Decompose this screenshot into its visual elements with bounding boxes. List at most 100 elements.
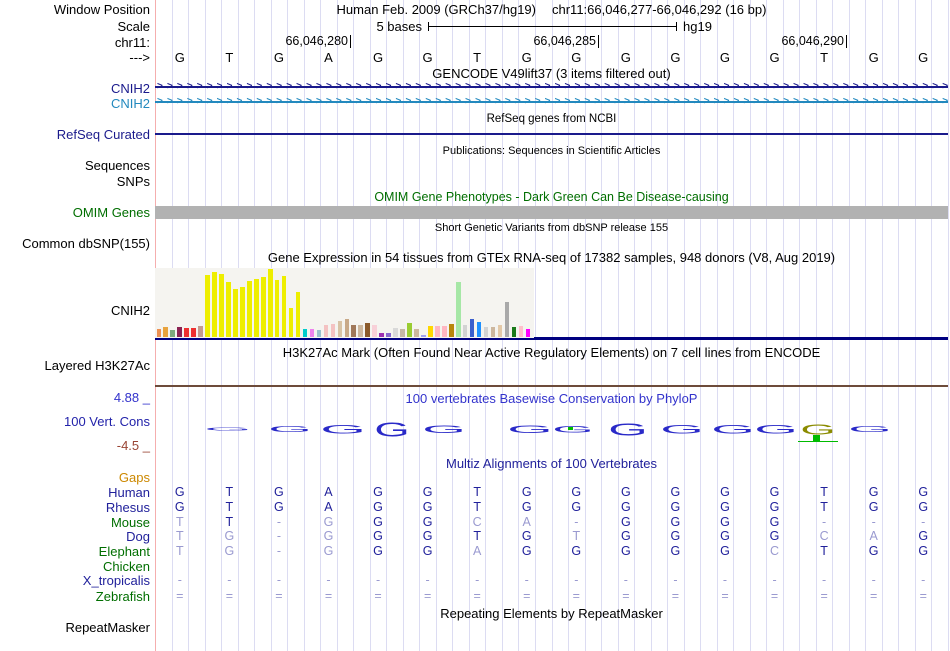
gene-row-cnih2[interactable]: >>>>>>>>>>>>>>>>>>>>>>>>>>>>>>>>>>>>>>>>… bbox=[155, 81, 948, 93]
species-label-dog[interactable]: Dog bbox=[126, 529, 150, 544]
gridline bbox=[667, 0, 669, 651]
alignment-base: G bbox=[918, 500, 929, 514]
species-label-rhesus[interactable]: Rhesus bbox=[105, 500, 150, 515]
alignment-base: T bbox=[820, 485, 828, 499]
gridline bbox=[948, 0, 949, 651]
sequence-base: G bbox=[372, 50, 384, 65]
alignment-base: - bbox=[326, 573, 331, 587]
gridline bbox=[700, 0, 702, 651]
assembly-title: Human Feb. 2009 (GRCh37/hg19) bbox=[336, 2, 536, 17]
alignment-base: G bbox=[224, 544, 235, 558]
species-label-elephant[interactable]: Elephant bbox=[98, 544, 150, 559]
scale-tick-left bbox=[428, 22, 429, 31]
gridline bbox=[749, 0, 751, 651]
alignment-base: G bbox=[670, 485, 681, 499]
track-label-gencode-cnih2-1[interactable]: CNIH2 bbox=[110, 81, 150, 96]
alignment-base: G bbox=[620, 515, 631, 529]
gridline bbox=[716, 0, 718, 651]
species-label-chicken[interactable]: Chicken bbox=[103, 559, 150, 574]
alignment-base: = bbox=[721, 589, 729, 603]
h3k27ac-baseline bbox=[155, 385, 948, 387]
species-label-human[interactable]: Human bbox=[108, 485, 150, 500]
alignment-base: = bbox=[671, 589, 680, 603]
alignment-base: T bbox=[175, 544, 184, 558]
gridline bbox=[815, 0, 817, 651]
gtex-bar bbox=[233, 289, 238, 337]
alignment-base: G bbox=[720, 485, 730, 499]
track-label-layered-h3k27ac[interactable]: Layered H3K27Ac bbox=[44, 358, 150, 373]
track-label-omim-genes[interactable]: OMIM Genes bbox=[72, 205, 150, 220]
gridline bbox=[799, 0, 801, 651]
alignment-base: G bbox=[323, 515, 334, 529]
track-label-gencode-cnih2-2[interactable]: CNIH2 bbox=[110, 96, 150, 111]
track-label-refseq-curated[interactable]: RefSeq Curated bbox=[56, 127, 150, 142]
sequence-base: G bbox=[769, 50, 780, 65]
gtex-bar bbox=[504, 302, 510, 337]
alignment-base: G bbox=[422, 544, 433, 558]
position-range: chr11:66,046,277-66,046,292 (16 bp) bbox=[552, 2, 767, 17]
alignment-base: T bbox=[820, 500, 828, 514]
track-label-strand[interactable]: ---> bbox=[129, 50, 150, 65]
conservation-negative-mark bbox=[813, 435, 820, 441]
species-label-x_tropicalis[interactable]: X_tropicalis bbox=[82, 573, 150, 588]
gene-row-cnih2[interactable]: >>>>>>>>>>>>>>>>>>>>>>>>>>>>>>>>>>>>>>>>… bbox=[155, 96, 948, 108]
alignment-base: - bbox=[276, 573, 281, 587]
gtex-bar bbox=[177, 327, 182, 337]
gridline bbox=[733, 0, 735, 651]
gene-line bbox=[155, 101, 948, 103]
alignment-base: G bbox=[323, 544, 334, 558]
alignment-base: - bbox=[722, 573, 728, 587]
gene-line bbox=[155, 86, 948, 88]
alignment-base: T bbox=[175, 515, 184, 529]
alignment-base: G bbox=[571, 485, 582, 499]
track-label-window-position[interactable]: Window Position bbox=[53, 2, 150, 17]
gtex-bar bbox=[260, 277, 266, 337]
track-label-common-dbsnp[interactable]: Common dbSNP(155) bbox=[22, 236, 150, 251]
track-label-scale[interactable]: Scale bbox=[117, 19, 150, 34]
track-label-gtex-cnih2[interactable]: CNIH2 bbox=[110, 303, 150, 318]
track-label-chrom[interactable]: chr11: bbox=[114, 35, 150, 50]
conservation-letter: G bbox=[800, 421, 835, 438]
alignment-base: = bbox=[572, 589, 580, 603]
gtex-bar bbox=[476, 322, 482, 337]
track-label-phylop-min[interactable]: -4.5 _ bbox=[116, 438, 150, 453]
gtex-bar bbox=[386, 333, 391, 337]
alignment-base: T bbox=[473, 500, 481, 514]
track-label-vert-cons[interactable]: 100 Vert. Cons bbox=[64, 414, 150, 429]
track-title-repeatmasker: Repeating Elements by RepeatMasker bbox=[440, 606, 663, 621]
gtex-bar bbox=[497, 325, 503, 337]
species-label-gaps[interactable]: Gaps bbox=[118, 470, 150, 485]
coordinate-label: 66,046,285 bbox=[533, 35, 599, 48]
gtex-bar bbox=[156, 329, 162, 337]
track-label-phylop-max[interactable]: 4.88 _ bbox=[113, 390, 150, 405]
alignment-base: G bbox=[373, 515, 383, 529]
gtex-bar bbox=[428, 326, 433, 337]
species-label-zebrafish[interactable]: Zebrafish bbox=[95, 589, 150, 604]
gtex-bar bbox=[511, 327, 517, 337]
gtex-bar bbox=[281, 276, 287, 337]
alignment-base: = bbox=[770, 589, 779, 603]
alignment-base: T bbox=[225, 515, 234, 529]
track-label-snps[interactable]: SNPs bbox=[116, 174, 150, 189]
conservation-letter: G bbox=[848, 425, 892, 434]
alignment-base: G bbox=[670, 544, 681, 558]
alignment-base: - bbox=[574, 573, 579, 587]
alignment-base: G bbox=[868, 500, 879, 514]
sequence-base: G bbox=[422, 50, 433, 65]
track-label-repeatmasker[interactable]: RepeatMasker bbox=[65, 620, 150, 635]
species-label-mouse[interactable]: Mouse bbox=[110, 515, 150, 530]
alignment-base: - bbox=[822, 515, 827, 529]
alignment-base: G bbox=[868, 485, 879, 499]
scale-tick-right bbox=[676, 22, 677, 31]
sequence-base: G bbox=[620, 50, 631, 65]
alignment-base: G bbox=[422, 485, 433, 499]
track-title-h3k27ac: H3K27Ac Mark (Often Found Near Active Re… bbox=[282, 345, 821, 360]
gtex-bar bbox=[316, 330, 322, 337]
conservation-negative-mark bbox=[568, 427, 573, 430]
track-label-sequences[interactable]: Sequences bbox=[84, 158, 150, 173]
alignment-base: G bbox=[224, 529, 235, 543]
track-title-omim: OMIM Gene Phenotypes - Dark Green Can Be… bbox=[374, 190, 729, 204]
alignment-base: - bbox=[475, 573, 480, 587]
gtex-bar bbox=[253, 279, 259, 337]
